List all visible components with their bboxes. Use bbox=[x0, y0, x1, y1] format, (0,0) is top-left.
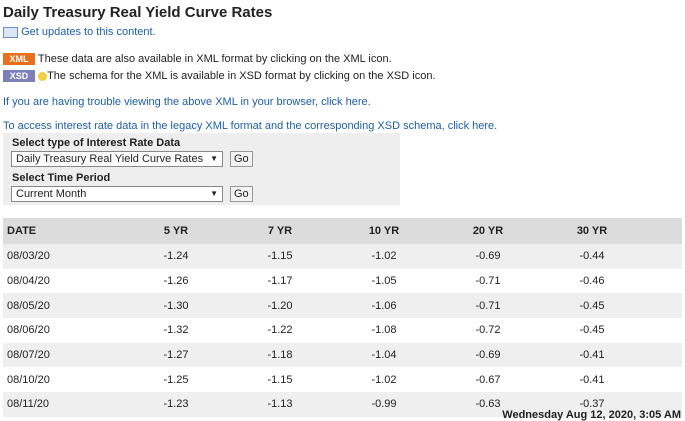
row-spacer bbox=[644, 269, 682, 294]
rate-cell: -0.37 bbox=[540, 392, 644, 417]
timestamp: Wednesday Aug 12, 2020, 3:05 AM bbox=[502, 409, 681, 421]
rate-cell: -0.99 bbox=[332, 392, 436, 417]
rate-cell: -1.30 bbox=[124, 293, 228, 319]
type-go-button[interactable]: Go bbox=[230, 151, 253, 167]
search-icon bbox=[38, 71, 48, 81]
date-cell: 08/04/20 bbox=[7, 275, 50, 288]
xsd-badge[interactable]: XSD bbox=[3, 70, 35, 82]
rate-cell: -0.46 bbox=[579, 275, 605, 288]
period-label: Select Time Period bbox=[12, 172, 111, 184]
rate-cell: -1.26 bbox=[163, 275, 189, 288]
xml-note: XML These data are also available in XML… bbox=[3, 53, 392, 65]
data-row: 08/10/20 -1.25 -1.15 -1.02 -0.67 -0.41 bbox=[3, 367, 682, 392]
filter-form: Select type of Interest Rate Data Daily … bbox=[3, 133, 400, 205]
mail-icon bbox=[3, 26, 18, 38]
date-cell: 08/06/20 bbox=[7, 324, 50, 337]
rates-table: DATE 5 YR 7 YR 10 YR 20 YR 30 YR 08/03/20 -1.2… bbox=[3, 218, 682, 417]
rate-cell: -1.23 bbox=[124, 392, 228, 417]
column-header: 5 YR bbox=[124, 218, 228, 244]
data-row: 08/11/20 -1.23 -1.13 -0.99 -0.63 -0.37 bbox=[3, 392, 682, 417]
legacy-xml-link[interactable]: To access interest rate data in the lega… bbox=[3, 120, 498, 132]
data-row: 08/07/20 -1.27 -1.18 -1.04 -0.69 -0.41 bbox=[3, 342, 682, 368]
rate-cell: -1.06 bbox=[332, 293, 436, 319]
xsd-text: The schema for the XML is available in X… bbox=[47, 70, 436, 82]
row-spacer bbox=[644, 293, 682, 319]
data-row: 08/05/20 -1.30 -1.20 -1.06 -0.71 -0.45 bbox=[3, 293, 682, 319]
date-cell: 08/10/20 bbox=[7, 373, 50, 386]
rate-cell: -1.20 bbox=[228, 293, 332, 319]
rate-cell: -0.45 bbox=[579, 324, 605, 337]
header-row: DATE 5 YR 7 YR 10 YR 20 YR 30 YR bbox=[3, 218, 682, 244]
rate-cell: -0.41 bbox=[540, 342, 644, 368]
rate-cell: -0.69 bbox=[436, 342, 540, 368]
column-header: 10 YR bbox=[332, 218, 436, 244]
row-spacer bbox=[644, 244, 682, 269]
xml-help-link[interactable]: If you are having trouble viewing the ab… bbox=[3, 96, 371, 108]
rate-cell: -1.17 bbox=[267, 275, 293, 288]
rate-cell: -1.02 bbox=[332, 244, 436, 269]
column-header: 30 YR bbox=[540, 218, 644, 244]
rate-cell: -0.69 bbox=[436, 244, 540, 269]
header-spacer bbox=[644, 218, 682, 244]
rate-cell: -0.71 bbox=[436, 293, 540, 319]
row-spacer bbox=[644, 342, 682, 368]
date-cell: 08/07/20 bbox=[3, 342, 124, 368]
rate-cell: -1.04 bbox=[332, 342, 436, 368]
rate-cell: -1.27 bbox=[124, 342, 228, 368]
xml-text: These data are also available in XML for… bbox=[37, 53, 392, 65]
xsd-note: XSD The schema for the XML is available … bbox=[3, 70, 436, 82]
date-cell: 08/03/20 bbox=[3, 244, 124, 269]
rate-cell: -0.63 bbox=[436, 392, 540, 417]
data-row: 08/04/20 -1.26 -1.17 -1.05 -0.71 -0.46 bbox=[3, 269, 682, 294]
date-cell: 08/11/20 bbox=[3, 392, 124, 417]
rate-cell: -0.44 bbox=[540, 244, 644, 269]
updates-row: Get updates to this content. bbox=[3, 26, 156, 38]
data-row: 08/03/20 -1.24 -1.15 -1.02 -0.69 -0.44 bbox=[3, 244, 682, 269]
date-cell: 08/05/20 bbox=[3, 293, 124, 319]
row-spacer bbox=[644, 318, 682, 343]
rate-cell: -0.45 bbox=[540, 293, 644, 319]
column-header: DATE bbox=[3, 218, 124, 244]
rate-cell: -0.41 bbox=[579, 373, 605, 386]
row-spacer bbox=[644, 367, 682, 392]
rate-cell: -1.22 bbox=[267, 324, 293, 337]
rate-cell: -1.05 bbox=[371, 275, 397, 288]
page-title: Daily Treasury Real Yield Curve Rates bbox=[3, 4, 273, 21]
rate-cell: -1.18 bbox=[228, 342, 332, 368]
rate-cell: -1.24 bbox=[124, 244, 228, 269]
rate-cell: -1.02 bbox=[371, 373, 397, 386]
column-header: 20 YR bbox=[436, 218, 540, 244]
xml-badge[interactable]: XML bbox=[3, 53, 35, 65]
data-row: 08/06/20 -1.32 -1.22 -1.08 -0.72 -0.45 bbox=[3, 318, 682, 343]
rate-cell: -1.32 bbox=[163, 324, 189, 337]
rate-cell: -1.25 bbox=[163, 373, 189, 386]
period-select[interactable]: Current Month bbox=[11, 186, 223, 202]
type-label: Select type of Interest Rate Data bbox=[12, 137, 181, 149]
rate-cell: -1.13 bbox=[228, 392, 332, 417]
type-select[interactable]: Daily Treasury Real Yield Curve Rates bbox=[11, 151, 223, 167]
row-spacer bbox=[644, 392, 682, 417]
rate-cell: -1.08 bbox=[371, 324, 397, 337]
rate-cell: -1.15 bbox=[228, 244, 332, 269]
rate-cell: -0.72 bbox=[475, 324, 501, 337]
rate-cell: -1.15 bbox=[267, 373, 293, 386]
rate-cell: -0.67 bbox=[475, 373, 501, 386]
updates-link[interactable]: Get updates to this content. bbox=[21, 26, 156, 38]
column-header: 7 YR bbox=[228, 218, 332, 244]
rate-cell: -0.71 bbox=[475, 275, 501, 288]
period-go-button[interactable]: Go bbox=[230, 186, 253, 202]
